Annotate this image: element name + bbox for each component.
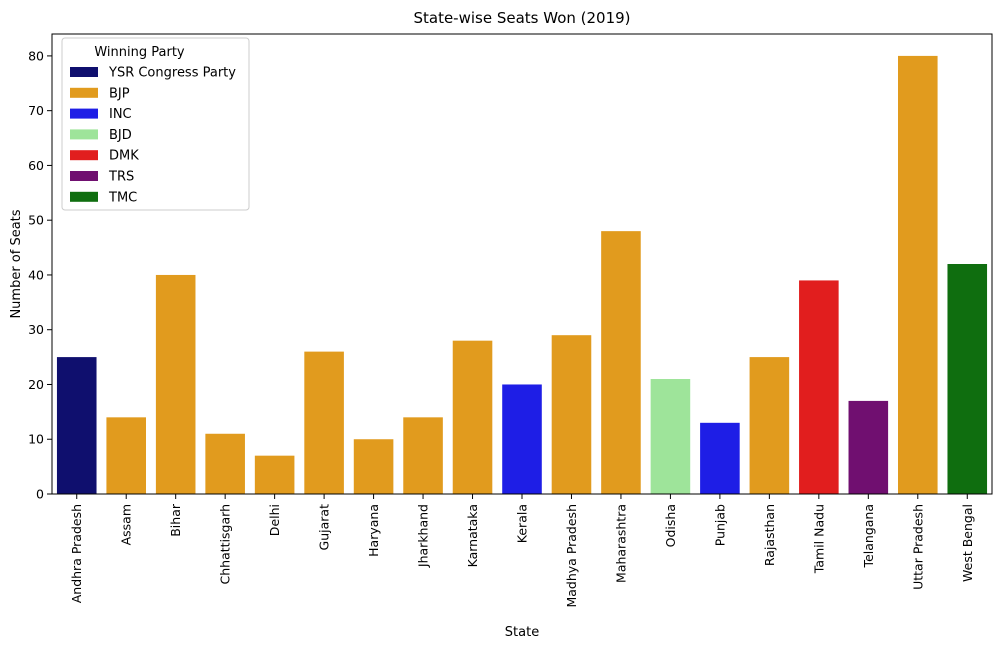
legend: Winning Party YSR Congress Party BJP INC BJD… [61,37,250,211]
legend-entry-label: TMC [108,190,137,205]
y-tick-label: 60 [28,158,44,173]
bar-punjab [700,422,740,494]
x-tick-label: Punjab [712,504,727,546]
bar-madhya-pradesh [551,335,592,494]
x-tick-label: Gujarat [317,504,332,551]
x-tick-label: Kerala [515,504,530,543]
bar-assam [106,417,146,494]
bars-layer [56,55,988,495]
x-tick-label: Karnataka [465,504,480,567]
legend-entry-label: TRS [108,170,134,185]
x-tick-label: Andhra Pradesh [69,504,84,603]
y-tick-label: 20 [28,377,44,392]
bar-maharashtra [601,231,641,494]
y-tick-label: 70 [28,103,44,118]
axes-layer: 0 10 20 30 40 50 60 70 80 Andhra Pradesh Assam Biha… [28,33,993,608]
legend-box [61,37,250,211]
bar-andhra-pradesh [56,357,97,494]
x-tick-label: Telangana [861,504,876,568]
y-tick-label: 0 [36,487,44,502]
bar-delhi [254,455,295,494]
x-tick-label: Delhi [267,504,282,536]
bar-kerala [502,384,542,494]
y-tick-label: 80 [28,48,44,63]
legend-entry-label: DMK [109,149,139,164]
bar-telangana [848,400,889,494]
x-axis-title: State [505,625,539,640]
x-tick-label: Odisha [663,504,678,547]
legend-swatch [70,191,98,202]
bar-rajasthan [749,357,790,494]
legend-swatch [70,129,98,140]
x-tick-label: Uttar Pradesh [910,504,925,590]
x-tick-label: Rajasthan [762,504,777,566]
x-tick-label: West Bengal [960,504,975,582]
legend-entry-label: BJD [109,128,132,143]
x-tick-label: Chhattisgarh [218,504,233,584]
x-tick-label: Jharkhand [416,504,431,568]
bar-haryana [353,439,394,494]
x-tick-label: Tamil Nadu [811,504,826,574]
bar-uttar-pradesh [898,55,938,495]
bar-odisha [650,379,691,494]
legend-swatch [70,150,98,161]
y-axis-title: Number of Seats [9,209,24,318]
bar-gujarat [304,351,344,494]
y-tick-label: 50 [28,213,44,228]
legend-entry-label: BJP [109,86,130,101]
x-tick-label: Maharashtra [613,504,628,583]
bar-karnataka [452,340,493,494]
legend-swatch [70,87,98,98]
bar-jharkhand [403,417,443,494]
x-tick-label: Assam [119,504,134,545]
legend-title: Winning Party [94,45,185,60]
bar-west-bengal [947,264,988,494]
bar-chhattisgarh [205,433,245,494]
y-tick-label: 10 [28,432,44,447]
y-tick-label: 30 [28,322,44,337]
legend-entry-label: YSR Congress Party [108,66,236,81]
legend-swatch [70,108,98,119]
bar-tamil-nadu [799,280,839,494]
y-tick-label: 40 [28,267,44,282]
legend-swatch [70,67,98,77]
bar-bihar [155,274,196,494]
legend-entry-label: INC [109,107,132,122]
x-tick-label: Haryana [366,504,381,557]
x-tick-label: Madhya Pradesh [564,504,579,608]
chart-title: State-wise Seats Won (2019) [413,9,630,27]
legend-swatch [70,171,98,181]
x-tick-label: Bihar [168,503,183,537]
